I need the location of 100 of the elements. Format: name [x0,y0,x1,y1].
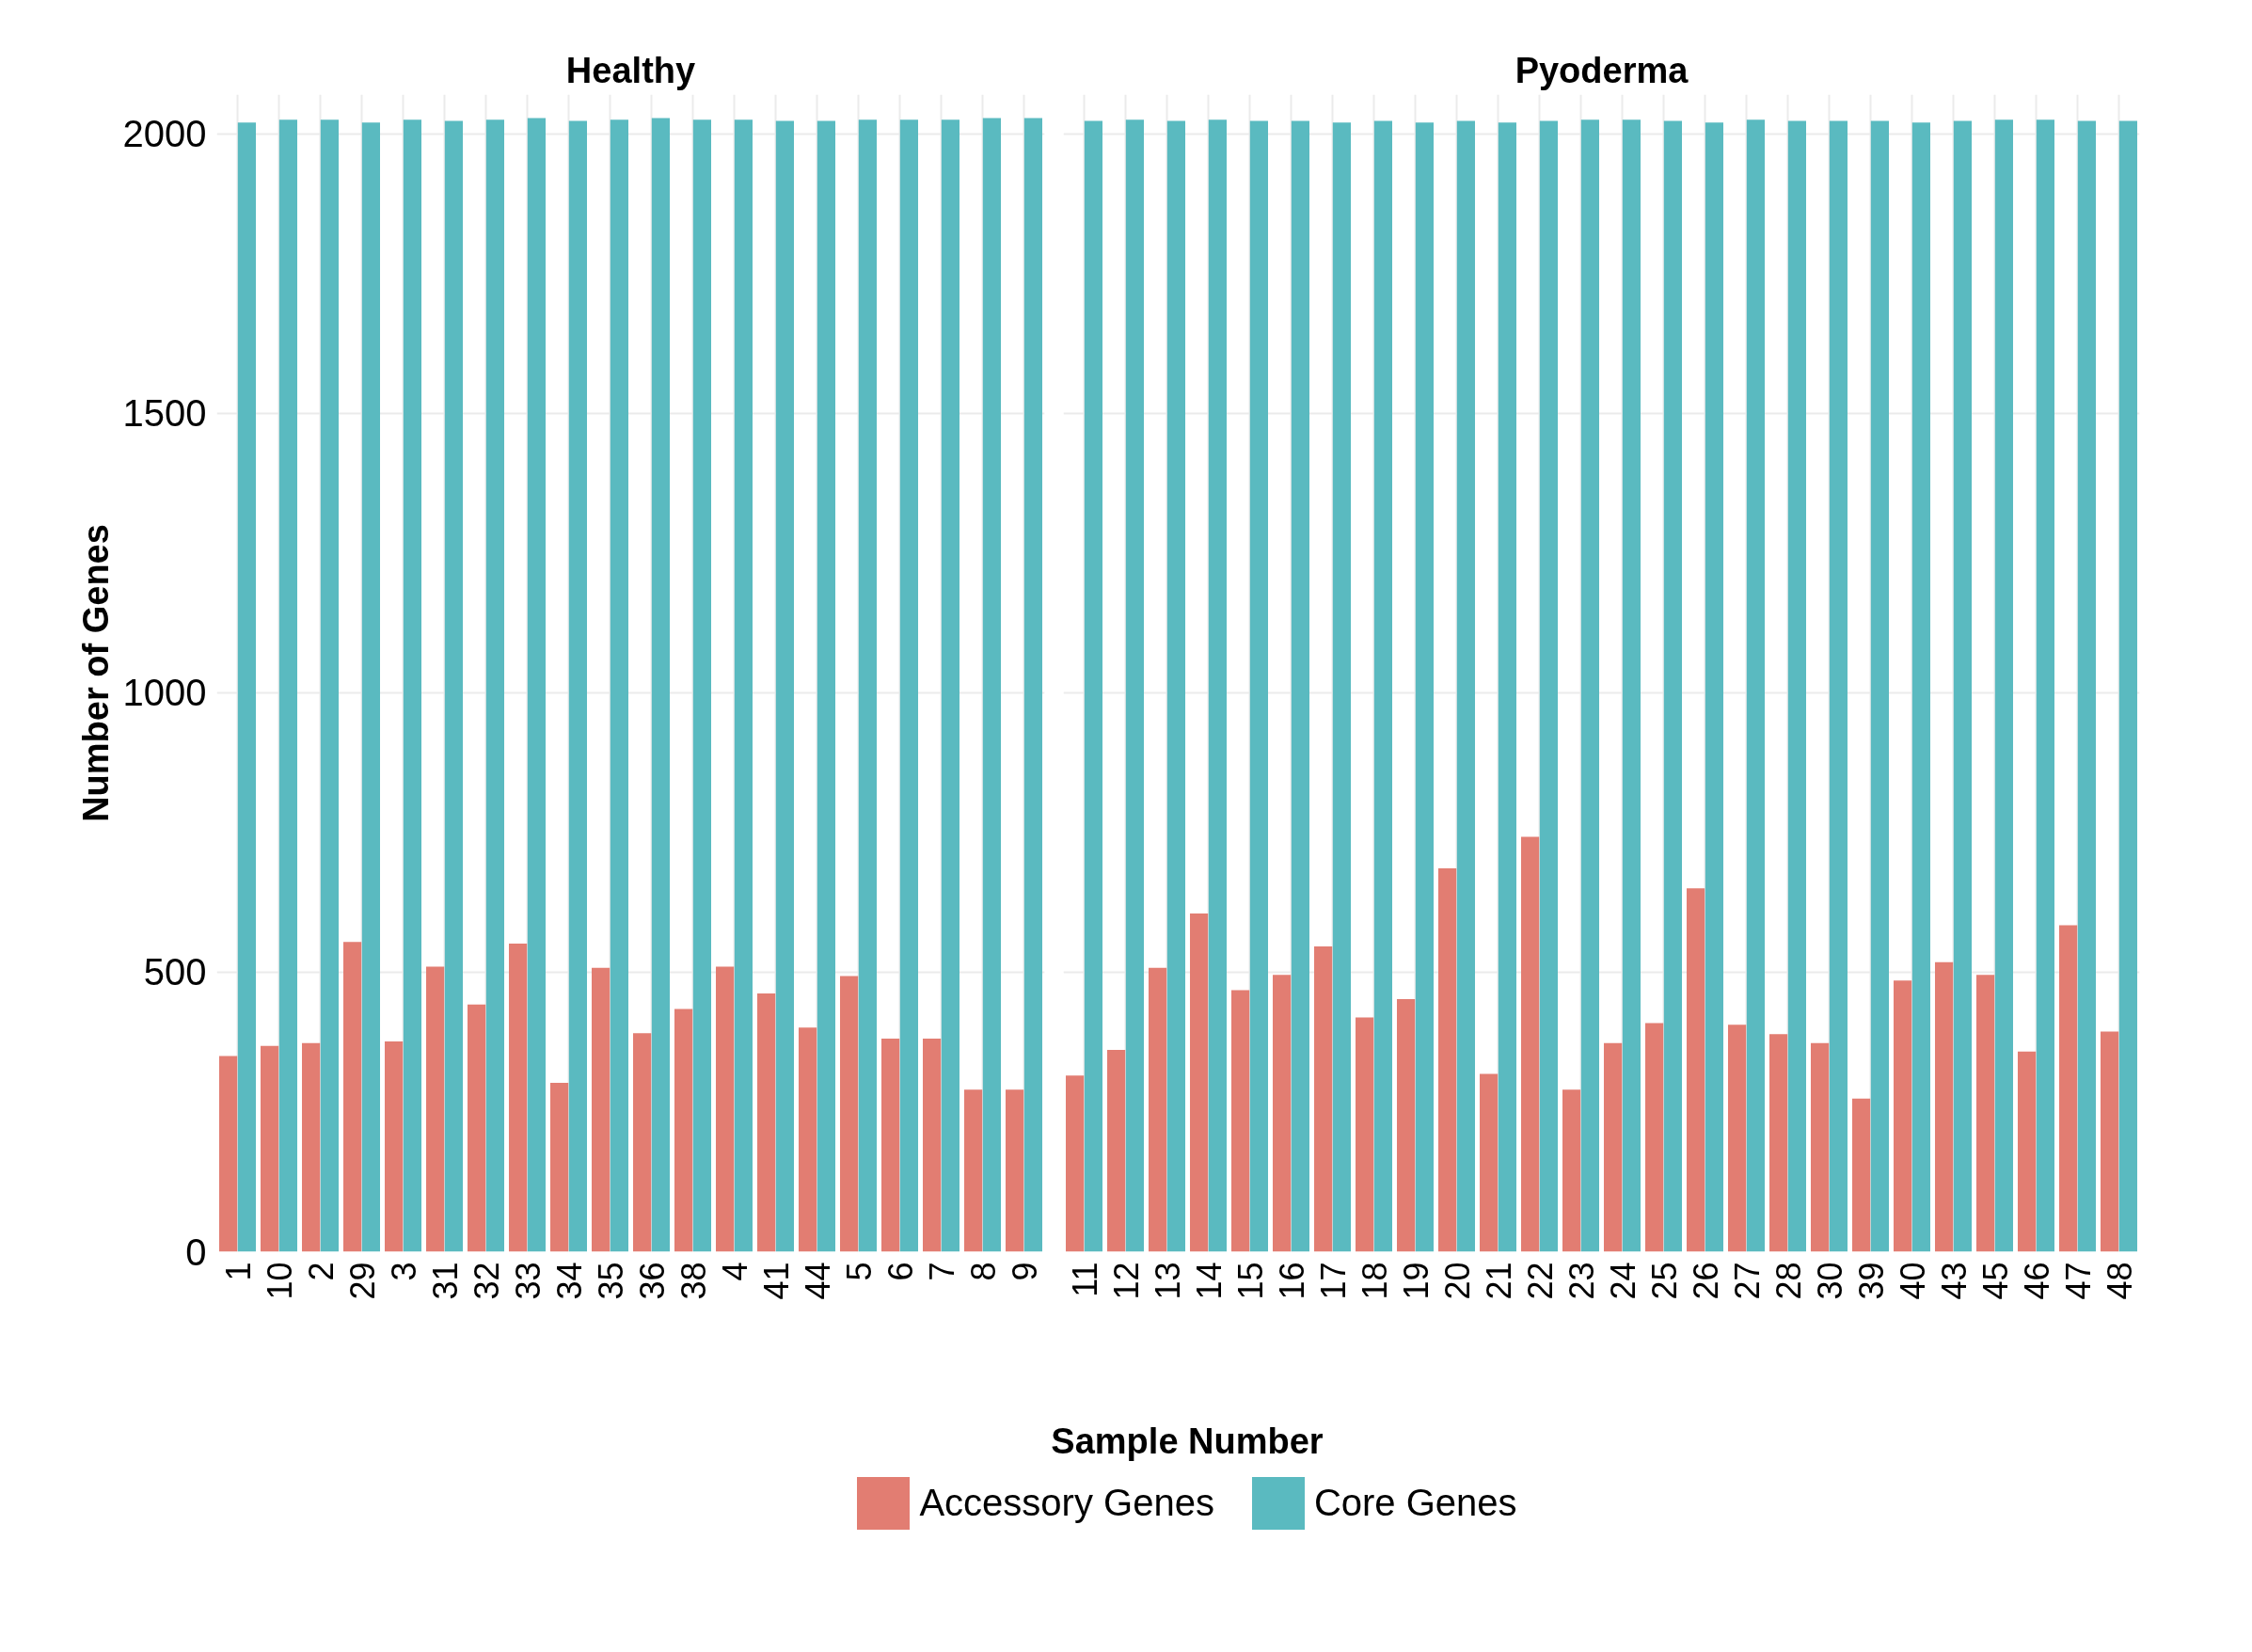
x-tick-label: 38 [674,1262,713,1300]
chart-title: Pyoderma [1515,50,1689,90]
bar [1456,120,1475,1252]
x-tick-label: 31 [425,1262,465,1300]
x-tick-label: 41 [756,1262,796,1300]
bar [237,122,256,1252]
bar [219,1056,238,1252]
bar [1006,1089,1024,1252]
bar [1976,975,1995,1252]
bar [1604,1042,1623,1252]
bar [444,120,463,1252]
y-tick-label: 500 [143,951,207,993]
bar [592,967,611,1252]
bar [1249,120,1268,1252]
bar [1622,119,1641,1252]
y-tick-label: 0 [185,1231,207,1273]
bar [261,1045,279,1252]
x-tick-label: 26 [1686,1262,1725,1300]
x-axis-title: Sample Number [1051,1421,1324,1463]
bar [1953,120,1972,1252]
bar [1125,119,1144,1252]
bar [1894,980,1912,1252]
bar [278,119,297,1252]
bar [509,944,528,1252]
bar [674,1009,693,1252]
bar [527,118,546,1252]
bar [941,119,959,1252]
bar [1994,119,2013,1252]
bar [1190,913,1209,1252]
x-tick-label: 9 [1005,1262,1044,1281]
bar [633,1033,652,1252]
x-tick-label: 15 [1230,1262,1270,1300]
bar [817,120,835,1252]
x-tick-label: 8 [963,1262,1003,1281]
bar [302,1042,321,1252]
y-tick-label: 2000 [122,113,207,155]
bar [840,976,859,1252]
bar [1149,967,1167,1252]
bar [1852,1098,1871,1252]
bar [1415,122,1434,1252]
x-tick-label: 23 [1562,1262,1601,1300]
bar [1397,998,1416,1252]
x-tick-label: 24 [1603,1262,1642,1300]
x-tick-label: 39 [1851,1262,1891,1300]
bar [1023,118,1042,1252]
x-tick-label: 5 [839,1262,879,1281]
x-tick-label: 32 [467,1262,506,1300]
bar [2059,925,2078,1252]
x-tick-label: 4 [715,1262,754,1281]
bar [1687,888,1705,1252]
bar [1787,120,1806,1252]
bar [1705,122,1723,1252]
x-tick-label: 47 [2058,1262,2098,1300]
bar [568,120,587,1252]
bar [1663,120,1682,1252]
bar [1539,120,1558,1252]
bar [1356,1017,1374,1252]
x-tick-label: 18 [1355,1262,1394,1300]
bar [899,119,918,1252]
x-tick-label: 28 [1768,1262,1808,1300]
x-tick-label: 3 [384,1262,423,1281]
bar [734,119,753,1252]
y-axis-title: Number of Genes [75,524,116,822]
legend-label: Core Genes [1312,1481,1517,1526]
bar [1728,1025,1747,1252]
bar [468,1004,486,1252]
bar [858,119,877,1252]
bar [1166,120,1185,1252]
bar [2077,120,2096,1252]
x-tick-label: 17 [1313,1262,1353,1300]
bar [982,118,1001,1252]
y-tick-label: 1500 [122,392,207,435]
bar [2118,120,2137,1252]
bar [1066,1075,1085,1252]
bar [343,942,362,1252]
bar [1084,120,1102,1252]
bar [1314,946,1333,1252]
x-tick-label: 40 [1893,1262,1932,1300]
bar [1498,122,1516,1252]
x-tick-label: 44 [798,1262,837,1300]
bar [610,119,628,1252]
bar [2101,1031,2119,1252]
bar [1107,1049,1126,1252]
bar [799,1027,817,1252]
y-tick-label: 1000 [122,672,207,714]
bar [1911,122,1930,1252]
bar [1746,119,1765,1252]
bar [757,993,776,1252]
bar [361,122,380,1252]
bar [716,966,735,1252]
bar [923,1039,942,1252]
bar [1373,120,1392,1252]
x-tick-label: 43 [1934,1262,1974,1300]
x-tick-label: 1 [218,1262,258,1281]
bar [2018,1051,2037,1252]
x-tick-label: 21 [1479,1262,1518,1300]
legend-label: Accessory Genes [918,1481,1214,1526]
bar [1231,990,1250,1252]
bar [1870,120,1889,1252]
bar [651,118,670,1252]
